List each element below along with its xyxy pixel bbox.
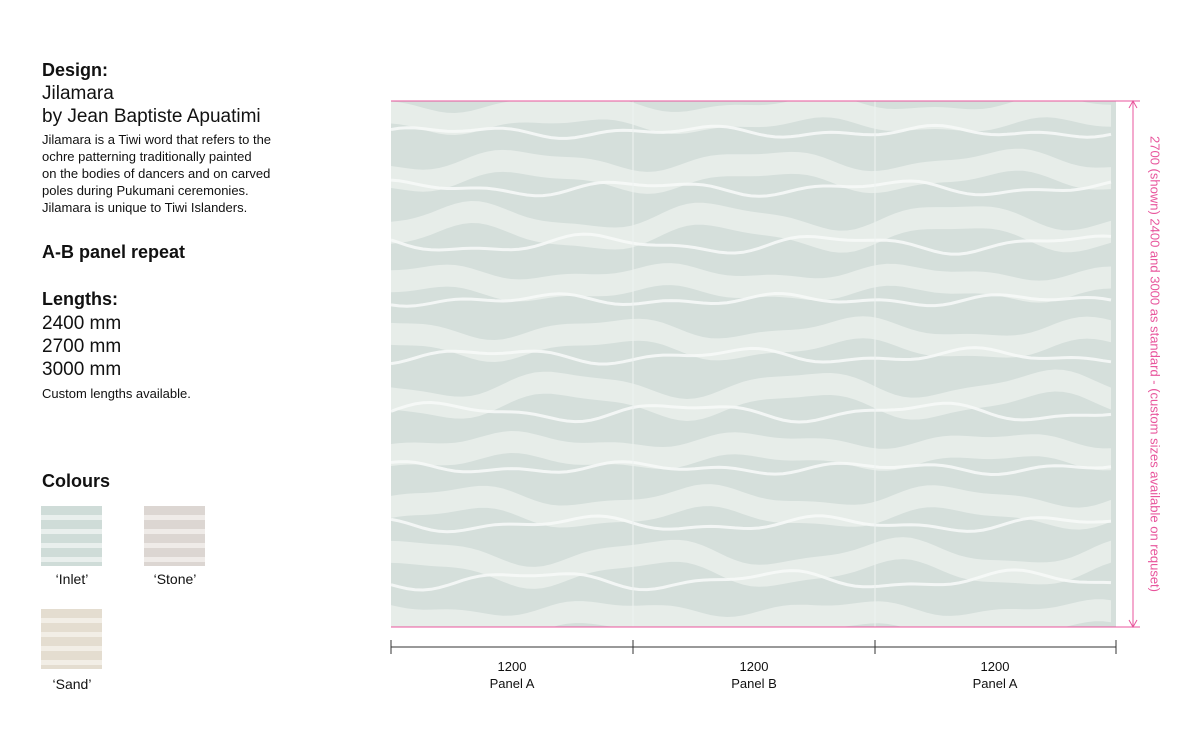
pattern-band [391,599,1111,627]
description-line: ochre patterning traditionally painted [42,149,252,164]
length-item: 2700 mm [42,336,122,357]
height-note: 2700 (shown) 2400 and 3000 as standard -… [1148,136,1163,592]
pattern-band [391,346,1112,366]
design-name: Jilamara [42,83,114,104]
length-item: 2400 mm [42,313,122,334]
pattern-band [391,460,1112,477]
swatch-sand[interactable] [41,609,102,669]
swatch-label: ‘Inlet’ [55,571,89,587]
panel-label: Panel A [972,676,1018,691]
panel-width: 1200 [980,659,1010,674]
pattern-band [391,369,1111,421]
pattern-band [391,537,1111,589]
design-heading: Design: [42,60,109,80]
swatch-label: ‘Sand’ [52,676,92,692]
panel-label: Panel B [731,676,777,691]
pattern-band [391,431,1111,471]
description-line: Jilamara is unique to Tiwi Islanders. [42,200,248,215]
lengths-note: Custom lengths available. [42,386,191,401]
description-line: on the bodies of dancers and on carved [42,166,271,181]
pattern-band [391,201,1111,253]
swatch-stone[interactable] [144,506,205,566]
swatch-inlet[interactable] [41,506,102,566]
pattern-background [391,101,1116,627]
swatch-label: ‘Stone’ [153,571,197,587]
pattern-band [391,316,1111,362]
panel-width: 1200 [497,659,527,674]
pattern-band [391,263,1111,303]
design-artist: by Jean Baptiste Apuatimi [42,106,261,127]
pattern-band [391,630,1111,642]
description-line: poles during Pukumani ceremonies. [42,183,249,198]
colours-heading: Colours [42,471,111,491]
pattern-band [391,514,1112,534]
repeat: A-B panel repeat [42,242,186,262]
pattern-band [391,232,1112,256]
panel-width: 1200 [739,659,769,674]
pattern-band [391,568,1112,592]
pattern [391,101,1112,642]
length-item: 3000 mm [42,359,122,380]
description-line: Jilamara is a Tiwi word that refers to t… [42,132,272,147]
pattern-band [391,400,1112,424]
pattern-band [391,178,1112,198]
pattern-band [391,291,1112,308]
panel-label: Panel A [489,676,535,691]
lengths-heading: Lengths: [42,289,118,309]
pattern-band [391,123,1112,140]
width-dimension [390,640,1117,654]
height-dimension [391,99,1140,629]
